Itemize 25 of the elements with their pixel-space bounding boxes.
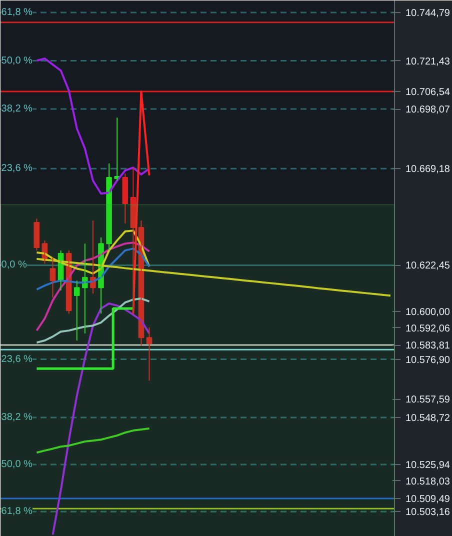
y-tick-label: 10.721,43 <box>406 56 450 68</box>
y-tick-label: 10.622,45 <box>406 260 450 272</box>
y-tick-label: 10.509,49 <box>406 494 450 506</box>
y-tick-label: 10.706,54 <box>406 87 450 98</box>
annotation: 38,2 % <box>1 412 33 423</box>
y-tick-label: 10.592,06 <box>406 323 450 334</box>
y-tick-label: 10.503,16 <box>406 507 450 518</box>
annotation: 0,0 % <box>1 260 27 271</box>
y-tick-label: 10.600,00 <box>406 307 450 318</box>
y-tick-label: 10.525,94 <box>406 460 450 472</box>
annotation: 50,0 % <box>1 55 33 66</box>
y-tick-label: 10.557,59 <box>406 394 450 406</box>
annotation: 23,6 % <box>1 354 33 365</box>
y-tick-label: 10.744,79 <box>406 8 450 19</box>
y-tick-label: 10.669,18 <box>406 164 450 176</box>
y-tick-label: 10.698,07 <box>406 104 450 116</box>
annotation: 61,8 % <box>1 506 33 518</box>
annotation: 38,2 % <box>1 104 33 114</box>
y-tick-label: 10.583,81 <box>406 340 450 352</box>
y-tick-label: 10.518,03 <box>406 476 450 488</box>
annotation: 50,0 % <box>1 459 33 470</box>
y-tick-label: 10.548,72 <box>406 412 450 424</box>
annotation: 61,8 % <box>1 7 33 18</box>
annotation: 23,6 % <box>1 163 33 174</box>
y-tick-label: 10.576,90 <box>406 354 450 366</box>
